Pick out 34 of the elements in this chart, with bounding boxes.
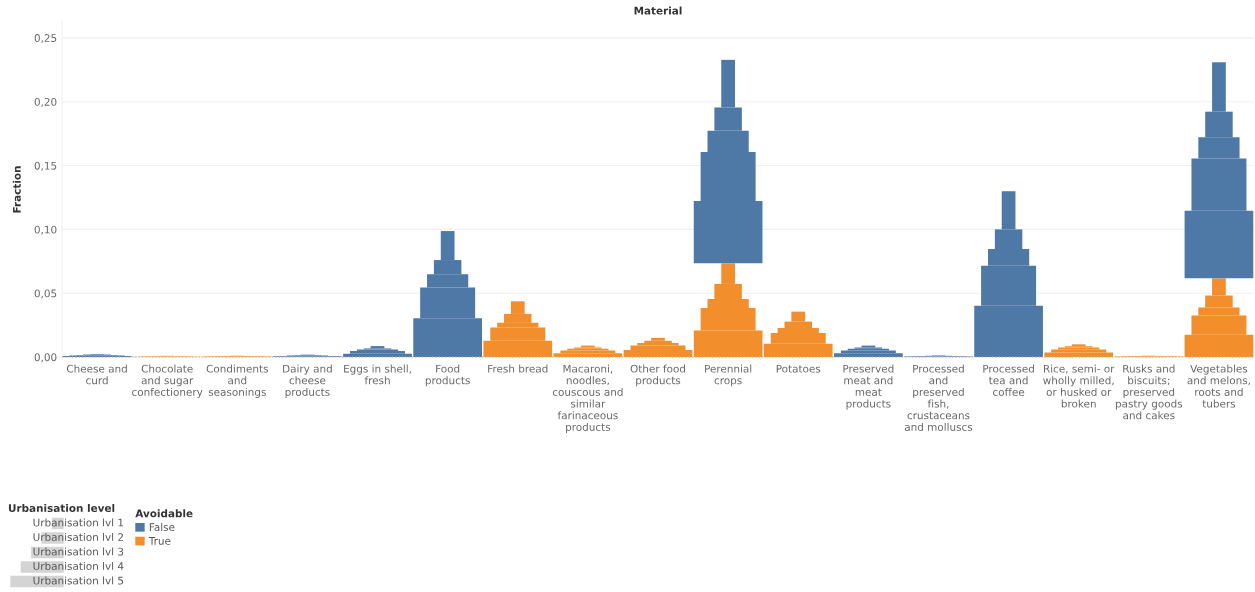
y-axis-title: Fraction [12, 166, 21, 213]
chart-title: Material [634, 6, 682, 15]
text: Urbanisation level [8, 503, 115, 513]
x-tick-label: Condiments and seasonings [206, 364, 268, 398]
x-tick-label: Eggs in shell, fresh [344, 364, 411, 385]
text: Urbanisation lvl 4 [33, 561, 124, 571]
x-tick-label: Cheese and curd [66, 364, 127, 385]
y-tick-label: 0,00 [34, 353, 57, 363]
text: Urbanisation lvl 5 [33, 576, 124, 585]
x-tick-label: Potatoes [776, 364, 821, 373]
y-tick-label: 0,20 [34, 97, 57, 107]
x-tick-label: Food products [425, 364, 470, 387]
x-tick-label: Other food products [630, 364, 686, 387]
legend-label: True [148, 537, 171, 545]
x-tick-label: Vegetables and melons, roots and tubers [1187, 364, 1250, 408]
y-tick-label: 0,25 [34, 34, 57, 44]
x-tick-label: Dairy and cheese products [283, 364, 332, 398]
x-tick-label: Processed tea and coffee [983, 364, 1034, 396]
y-tick-label: 0,15 [34, 161, 57, 171]
text: Urbanisation lvl 1 [33, 518, 124, 527]
y-tick-label: 0,10 [34, 225, 57, 235]
text: Urbanisation lvl 2 [33, 532, 123, 542]
x-tick-label: Fresh bread [488, 364, 548, 373]
x-tick-label: Chocolate and sugar confectionery [132, 364, 203, 398]
x-tick-label: Rice, semi- or wholly milled, or husked or broken [1043, 364, 1115, 408]
text: Urbanisation lvl 3 [33, 547, 124, 556]
x-tick-label: Perennial crops [705, 364, 752, 387]
x-tick-label: Preserved meat and meat products [843, 364, 894, 410]
y-tick-label: 0,05 [34, 289, 57, 299]
x-tick-label: Processed and preserved fish, crustaceans and molluscs [904, 364, 973, 431]
x-tick-label: Macaroni, noodles, couscous and similar farinaceous products [552, 364, 623, 433]
legend-label: False [149, 523, 175, 532]
x-tick-label: Rusks and biscuits; preserved pastry goods and cakes [1115, 364, 1183, 420]
text: Avoidable [135, 509, 193, 518]
